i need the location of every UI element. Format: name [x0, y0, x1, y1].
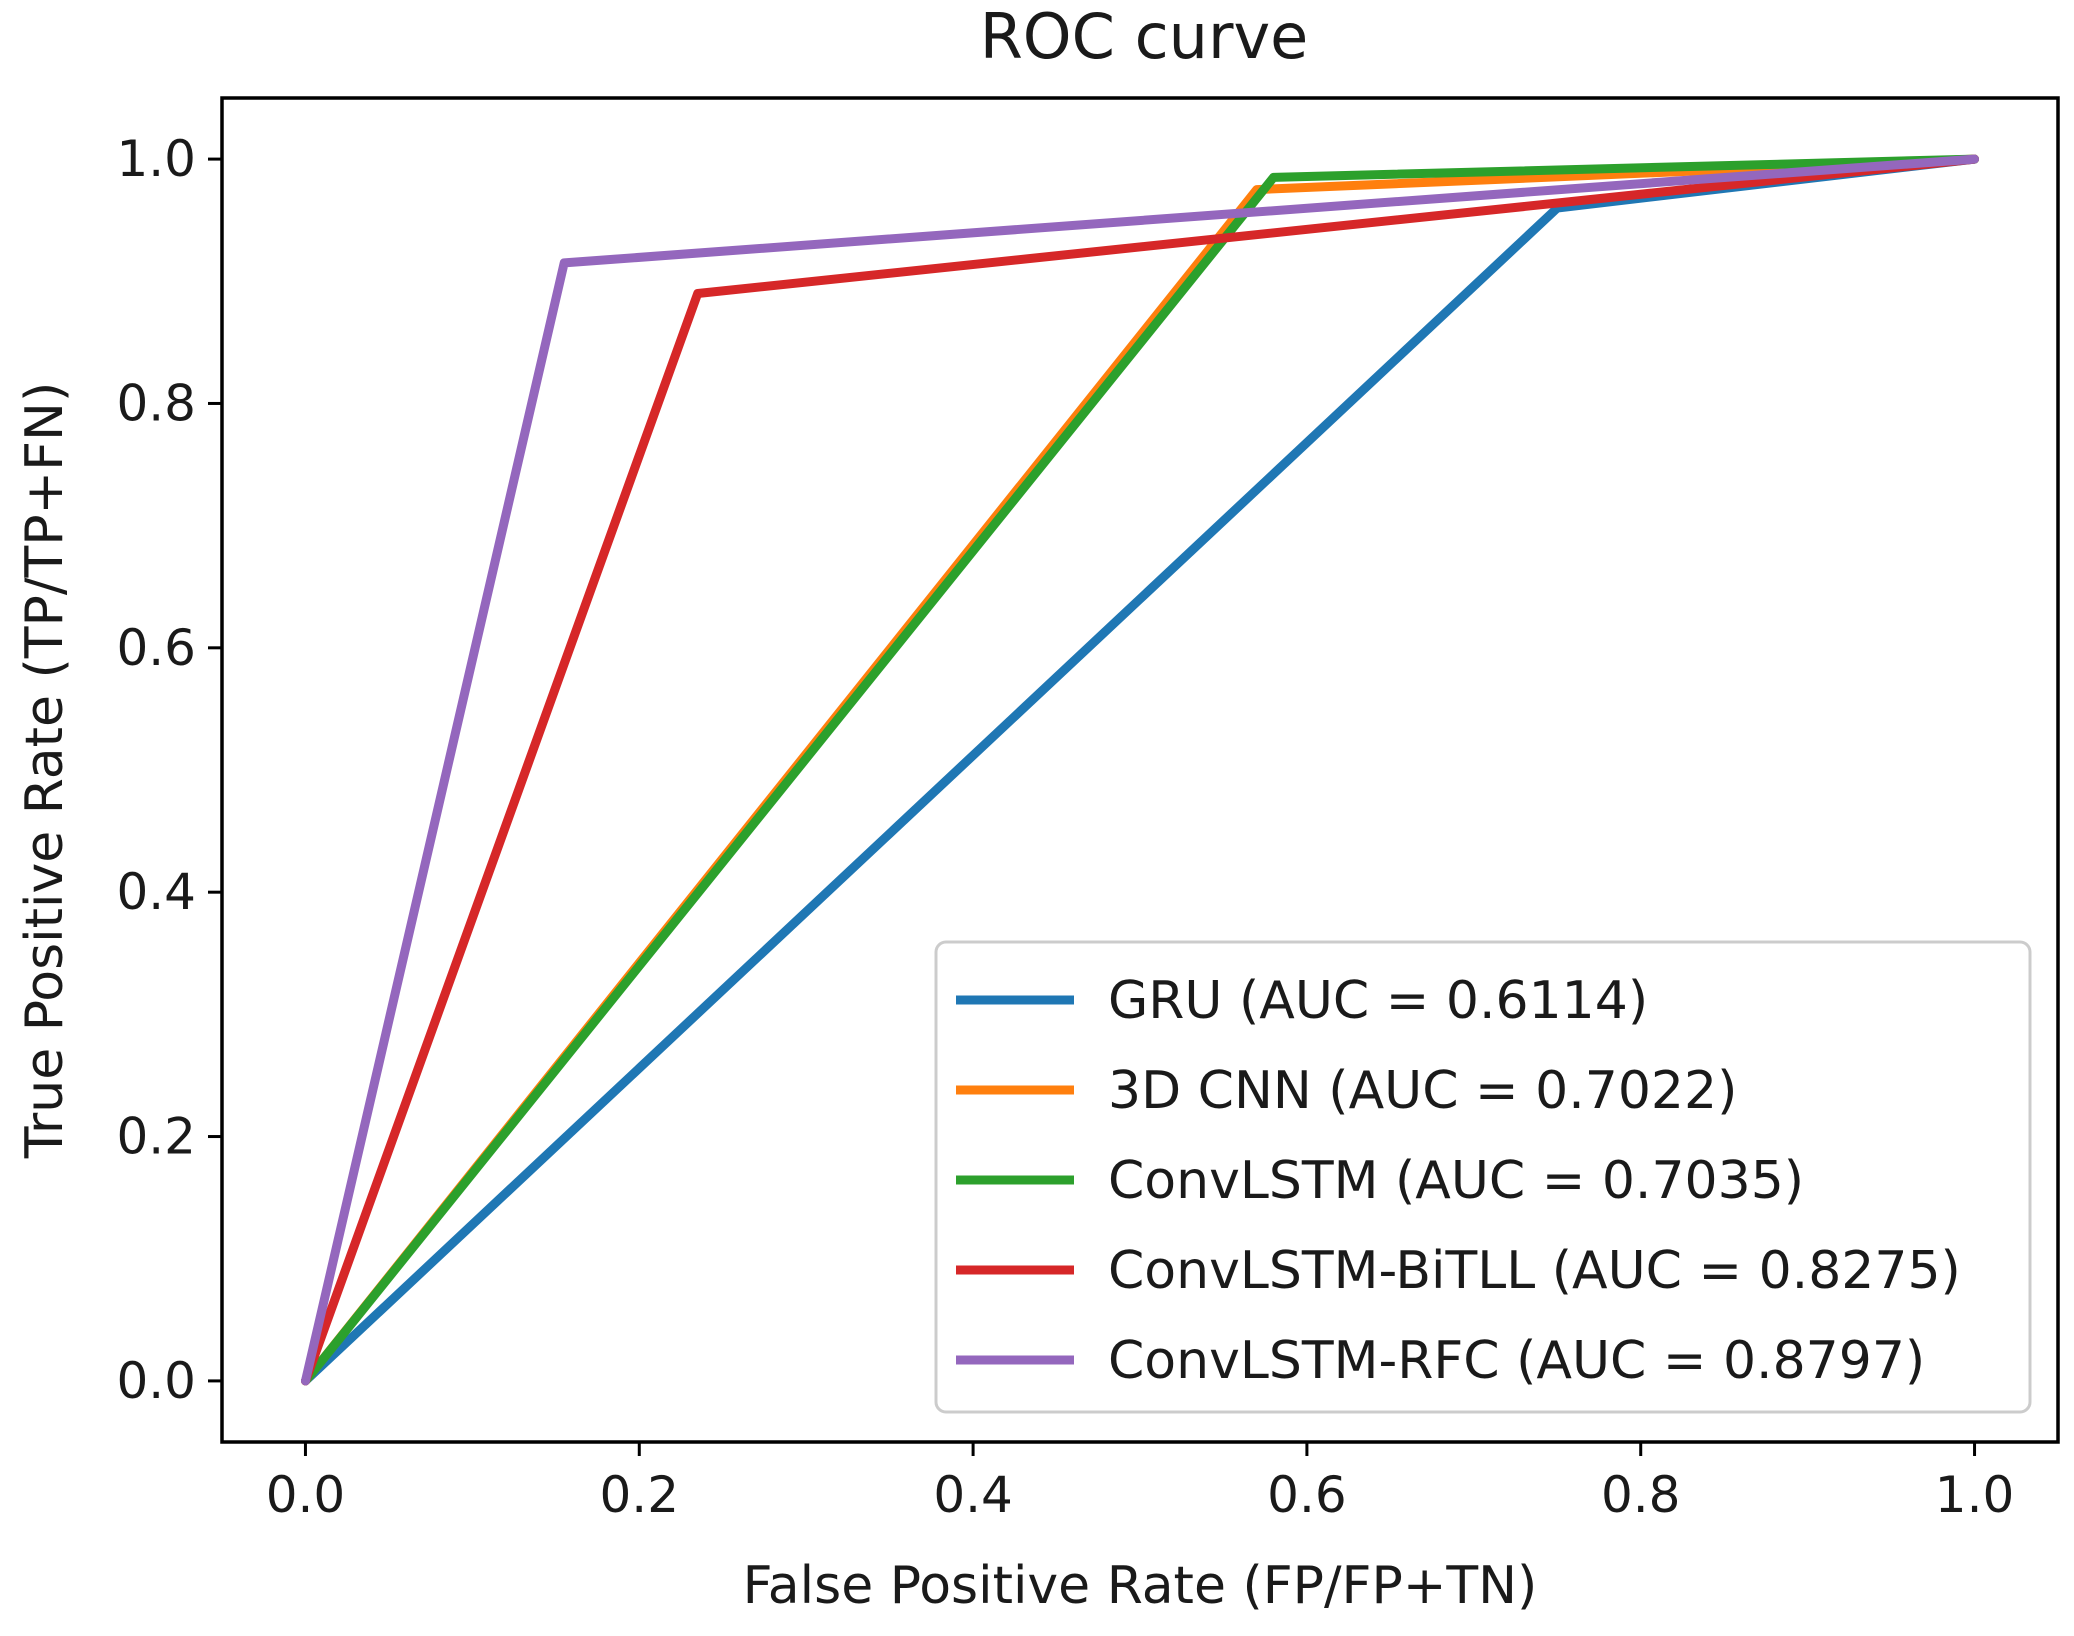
series-line-3 [301, 154, 1979, 1386]
legend-box [934, 940, 2032, 1414]
series-lines [301, 154, 1979, 1386]
y-axis-label: True Positive Rate (TP/TP+FN) [15, 382, 75, 1159]
x-tick-label: 0.8 [1601, 1466, 1681, 1524]
y-tick-label: 1.0 [116, 130, 196, 188]
x-tick-label: 1.0 [1935, 1466, 2015, 1524]
y-tick-label: 0.4 [116, 863, 196, 921]
legend: GRU (AUC = 0.6114) 3D CNN (AUC = 0.7022) C… [934, 940, 2032, 1414]
y-tick-label: 0.2 [116, 1108, 196, 1166]
y-tick-label: 0.6 [116, 619, 196, 677]
series-line-4 [301, 154, 1979, 1386]
x-axis-label: False Positive Rate (FP/FP+TN) [743, 1556, 1538, 1616]
plot-frame [220, 96, 2060, 1444]
legend-label-2: ConvLSTM (AUC = 0.7035) [1108, 1151, 1804, 1211]
x-tick-label: 0.4 [933, 1466, 1013, 1524]
legend-label-1: 3D CNN (AUC = 0.7022) [1108, 1061, 1737, 1121]
series-line-2 [301, 154, 1979, 1386]
legend-label-4: ConvLSTM-RFC (AUC = 0.8797) [1108, 1331, 1925, 1391]
legend-label-0: GRU (AUC = 0.6114) [1108, 971, 1648, 1031]
x-tick-label: 0.0 [266, 1466, 346, 1524]
chart-title: ROC curve [980, 0, 1309, 73]
y-axis-ticks: 0.0 0.2 0.4 0.6 0.8 1.0 [116, 130, 222, 1410]
x-tick-label: 0.6 [1267, 1466, 1347, 1524]
y-tick-label: 0.8 [116, 374, 196, 432]
x-axis-ticks: 0.0 0.2 0.4 0.6 0.8 1.0 [266, 1442, 2015, 1524]
x-tick-label: 0.2 [600, 1466, 680, 1524]
y-tick-label: 0.0 [116, 1352, 196, 1410]
legend-label-3: ConvLSTM-BiTLL (AUC = 0.8275) [1108, 1241, 1961, 1301]
